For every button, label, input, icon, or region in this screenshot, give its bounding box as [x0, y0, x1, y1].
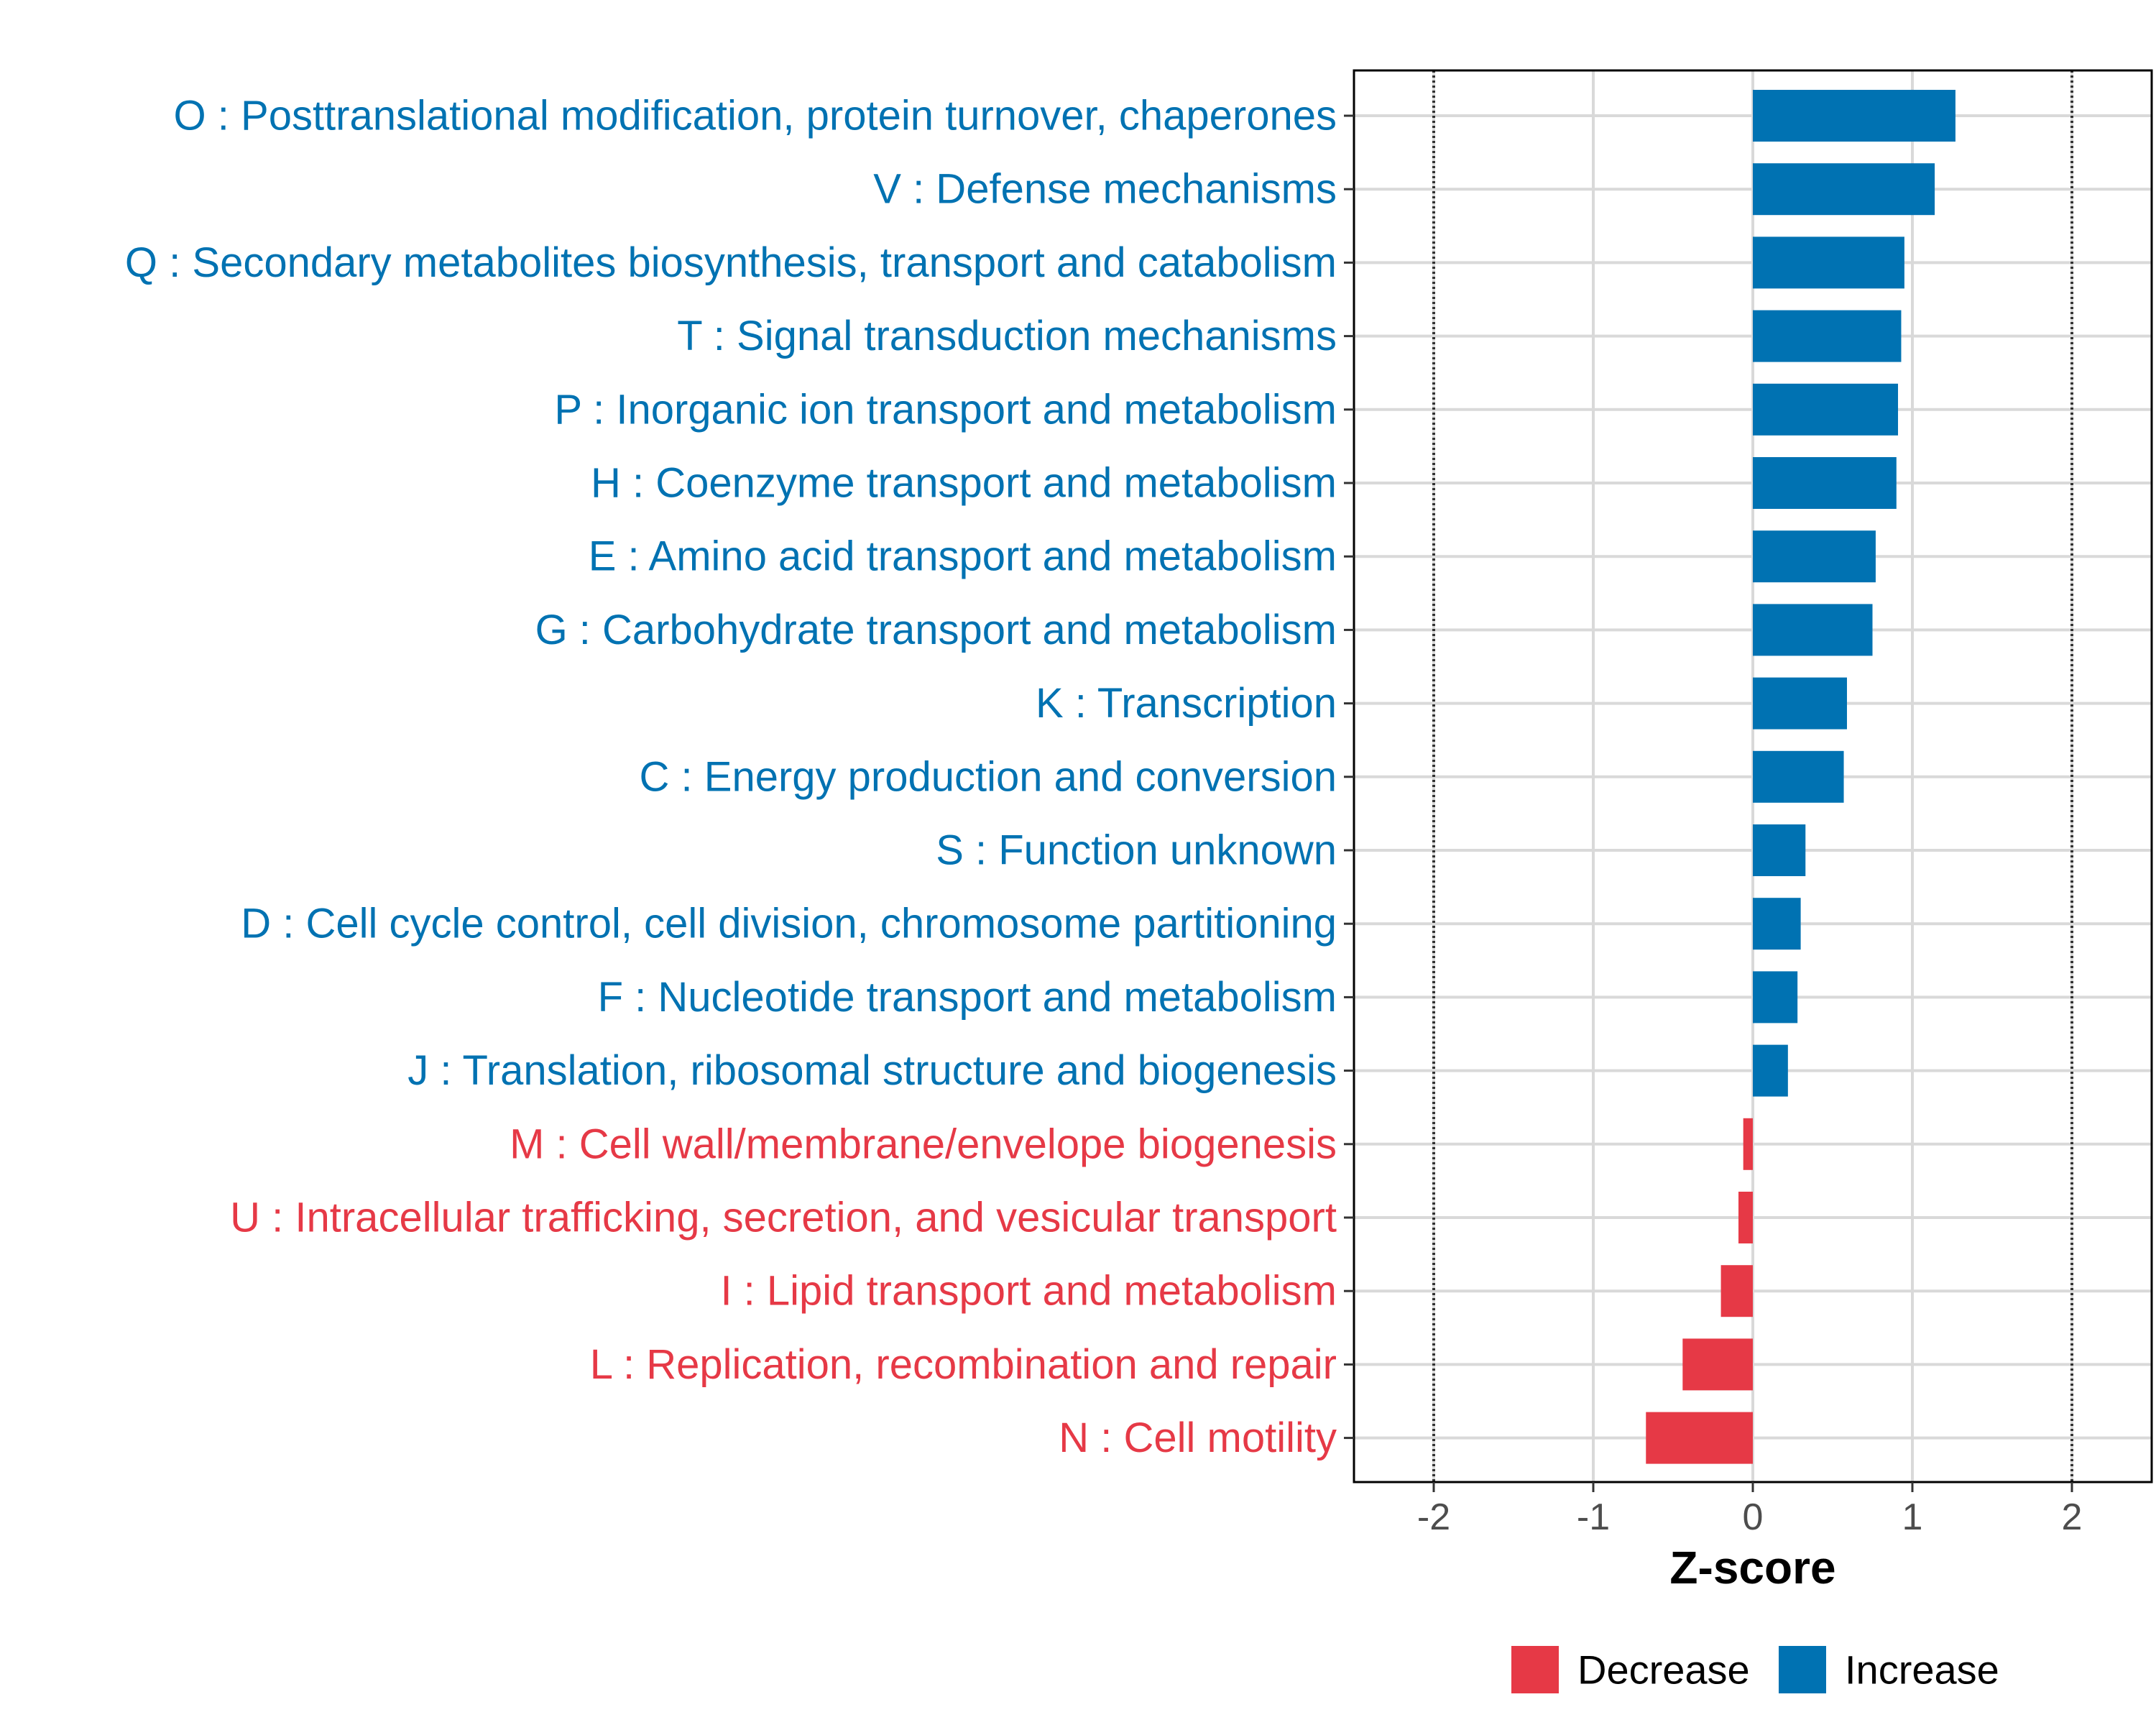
x-tick-label: 1 [1902, 1496, 1923, 1538]
bar [1682, 1338, 1753, 1391]
bar [1753, 163, 1935, 216]
bar [1753, 236, 1904, 289]
reference-lines [1432, 70, 2073, 1482]
legend-label: Increase [1845, 1647, 1999, 1693]
bar [1753, 604, 1873, 656]
bar [1753, 457, 1897, 509]
category-label: I : Lipid transport and metabolism [720, 1268, 1337, 1315]
category-label: K : Transcription [1036, 680, 1337, 727]
category-label: P : Inorganic ion transport and metaboli… [554, 386, 1337, 433]
bar [1753, 677, 1847, 730]
bar [1738, 1192, 1753, 1243]
category-label: F : Nucleotide transport and metabolism [598, 974, 1337, 1021]
category-label: E : Amino acid transport and metabolism [589, 533, 1337, 580]
category-label: J : Translation, ribosomal structure and… [407, 1047, 1337, 1094]
legend: Decrease Increase [1511, 1646, 1999, 1693]
x-axis-title: Z-score [1669, 1542, 1835, 1593]
category-label: S : Function unknown [936, 827, 1337, 874]
category-label: T : Signal transduction mechanisms [677, 313, 1337, 359]
legend-key [1779, 1646, 1826, 1693]
category-label: V : Defense mechanisms [873, 166, 1337, 213]
x-tick-label: -1 [1577, 1496, 1610, 1538]
category-label: O : Posttranslational modification, prot… [174, 93, 1337, 139]
y-axis-ticks [1344, 114, 1354, 1440]
legend-label: Decrease [1577, 1647, 1750, 1693]
category-label: L : Replication, recombination and repai… [590, 1341, 1337, 1388]
category-label: C : Energy production and conversion [640, 753, 1337, 800]
bars [1646, 90, 1955, 1464]
bar [1753, 90, 1955, 142]
category-label: N : Cell motility [1059, 1414, 1337, 1461]
bar [1720, 1265, 1753, 1317]
category-label: Q : Secondary metabolites biosynthesis, … [125, 239, 1337, 286]
category-label: D : Cell cycle control, cell division, c… [241, 901, 1337, 947]
bar [1753, 383, 1899, 436]
x-axis-ticks: -2 -1 0 1 2 [1417, 1482, 2083, 1538]
category-label: M : Cell wall/membrane/envelope biogenes… [510, 1121, 1337, 1167]
category-label: U : Intracellular trafficking, secretion… [230, 1195, 1337, 1241]
category-label: H : Coenzyme transport and metabolism [591, 460, 1337, 507]
x-tick-label: 0 [1743, 1496, 1764, 1538]
legend-key [1511, 1646, 1559, 1693]
category-label: G : Carbohydrate transport and metabolis… [535, 607, 1337, 653]
bar [1753, 971, 1798, 1024]
bar [1753, 898, 1801, 950]
bar [1753, 1044, 1788, 1097]
bar [1753, 530, 1876, 583]
bar [1646, 1412, 1753, 1464]
bar [1753, 750, 1844, 803]
category-labels: O : Posttranslational modification, prot… [125, 93, 1337, 1462]
x-tick-label: 2 [2062, 1496, 2083, 1538]
bar [1753, 824, 1806, 876]
bar [1743, 1118, 1753, 1170]
bar [1753, 310, 1902, 362]
x-tick-label: -2 [1417, 1496, 1450, 1538]
